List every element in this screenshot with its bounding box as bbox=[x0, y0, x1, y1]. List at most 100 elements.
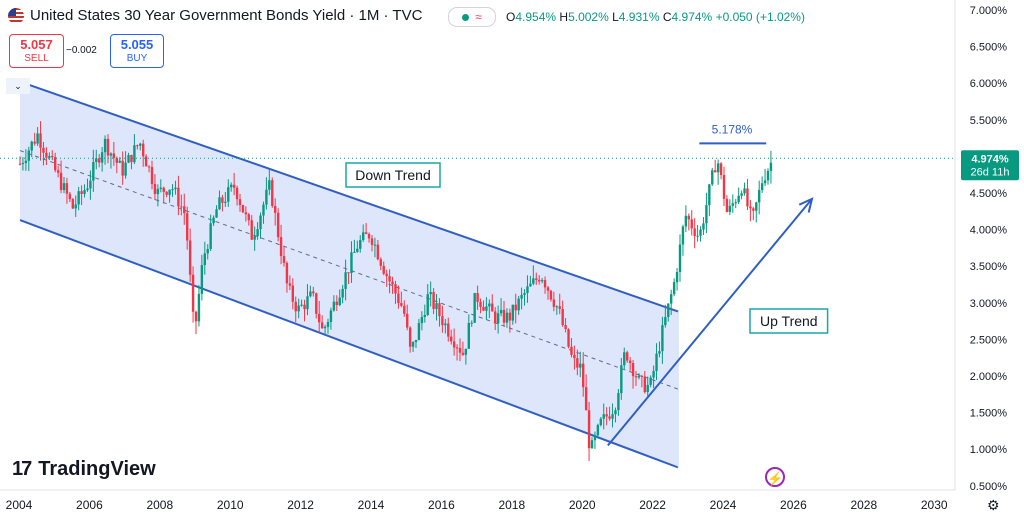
candle bbox=[752, 206, 755, 221]
price-label-bg bbox=[961, 150, 1019, 181]
candle bbox=[206, 244, 209, 260]
candle bbox=[162, 186, 165, 204]
candle bbox=[576, 349, 579, 376]
candle bbox=[367, 232, 371, 243]
candle bbox=[133, 134, 136, 165]
logo-mark: 17 bbox=[12, 458, 32, 480]
candle bbox=[209, 214, 212, 252]
candle-body bbox=[608, 416, 611, 419]
collapse-toggle[interactable]: ⌄ bbox=[6, 78, 30, 94]
candle bbox=[30, 140, 33, 158]
candle bbox=[215, 205, 218, 218]
candle-body bbox=[288, 283, 292, 286]
candle-body bbox=[347, 272, 350, 274]
candle bbox=[221, 194, 224, 212]
candle bbox=[555, 305, 558, 315]
candle-body bbox=[441, 316, 444, 326]
candle bbox=[426, 284, 429, 317]
candle-body bbox=[523, 293, 526, 295]
sell-label: SELL bbox=[24, 53, 49, 64]
channel-upper-line[interactable] bbox=[19, 80, 679, 313]
candle-body bbox=[734, 202, 737, 204]
candle-body bbox=[318, 313, 321, 323]
candle-body bbox=[103, 138, 107, 153]
candle-body bbox=[262, 204, 265, 216]
buy-button[interactable]: 5.055 BUY bbox=[110, 34, 164, 68]
candle bbox=[382, 261, 385, 276]
sell-button[interactable]: 5.057 SELL bbox=[9, 34, 64, 68]
y-tick-label: 0.500% bbox=[970, 481, 1008, 493]
channel-lower-line[interactable] bbox=[19, 219, 679, 469]
candle-body bbox=[452, 341, 456, 348]
candle bbox=[294, 296, 297, 323]
up-trend-label-box bbox=[749, 308, 829, 334]
x-tick-label: 2010 bbox=[217, 498, 244, 512]
candle-body bbox=[265, 189, 268, 205]
candle-body bbox=[494, 311, 497, 324]
current-price-label[interactable]: 4.974%26d 11h bbox=[961, 150, 1019, 181]
candle bbox=[746, 178, 749, 211]
candle-body bbox=[139, 143, 142, 146]
candle bbox=[118, 157, 121, 164]
candle bbox=[488, 299, 491, 319]
candle-body bbox=[435, 303, 438, 309]
candle bbox=[247, 212, 250, 226]
candle-body bbox=[464, 348, 468, 355]
candle-body bbox=[517, 298, 520, 311]
candle-body bbox=[121, 160, 124, 176]
candle bbox=[174, 180, 177, 195]
candle-body bbox=[221, 197, 224, 203]
candle-body bbox=[406, 313, 409, 328]
time-axis[interactable]: 2004 2006 2008 2010 2012 2014 2016 2018 2020 2022… bbox=[6, 498, 948, 512]
candle bbox=[36, 127, 39, 146]
candle bbox=[186, 206, 189, 250]
candle-body bbox=[188, 240, 192, 275]
market-status[interactable]: ≈ bbox=[448, 7, 496, 27]
candle bbox=[74, 195, 77, 217]
candle-body bbox=[708, 184, 711, 206]
candle bbox=[224, 191, 227, 207]
tradingview-logo[interactable]: 17 TradingView bbox=[12, 458, 156, 481]
us-flag-icon bbox=[8, 7, 24, 24]
candle bbox=[579, 351, 582, 378]
y-tick-label: 2.500% bbox=[970, 334, 1008, 346]
resistance-label: 5.178% bbox=[712, 122, 753, 136]
down-trend-label[interactable]: Down Trend bbox=[345, 162, 441, 188]
candle bbox=[344, 259, 347, 301]
candle bbox=[21, 157, 25, 171]
candle-body bbox=[338, 297, 341, 305]
candle bbox=[159, 179, 162, 193]
candle-body bbox=[367, 233, 371, 239]
candle bbox=[335, 295, 338, 312]
channel-fill bbox=[20, 81, 679, 468]
candle bbox=[429, 281, 432, 307]
candle-body bbox=[491, 303, 494, 312]
price-axis[interactable]: 7.000%6.500%6.000%5.500%5.000%4.500%4.00… bbox=[961, 5, 1019, 493]
candle-body bbox=[687, 215, 690, 220]
candle-body bbox=[411, 342, 415, 347]
candle bbox=[397, 285, 400, 309]
candle-body bbox=[664, 317, 667, 326]
candle bbox=[532, 265, 535, 286]
candle bbox=[112, 141, 116, 166]
candle bbox=[130, 154, 133, 170]
symbol-header[interactable]: United States 30 Year Government Bonds Y… bbox=[8, 7, 422, 24]
status-symbol: ≈ bbox=[475, 10, 482, 24]
candle bbox=[268, 169, 271, 196]
candle bbox=[156, 184, 160, 207]
candle-body bbox=[573, 354, 576, 359]
candle bbox=[728, 199, 732, 216]
x-tick-label: 2016 bbox=[428, 498, 455, 512]
candle bbox=[684, 205, 688, 233]
candle bbox=[297, 298, 300, 319]
up-trend-line[interactable] bbox=[607, 198, 813, 447]
candle-body bbox=[749, 206, 752, 209]
candle bbox=[696, 224, 699, 242]
settings-icon[interactable]: ⚙ bbox=[987, 497, 1000, 513]
candle bbox=[458, 338, 462, 362]
candle bbox=[587, 401, 591, 462]
lightning-icon[interactable]: ⚡ bbox=[765, 467, 785, 487]
candle bbox=[400, 291, 403, 308]
up-trend-label[interactable]: Up Trend bbox=[749, 308, 829, 334]
